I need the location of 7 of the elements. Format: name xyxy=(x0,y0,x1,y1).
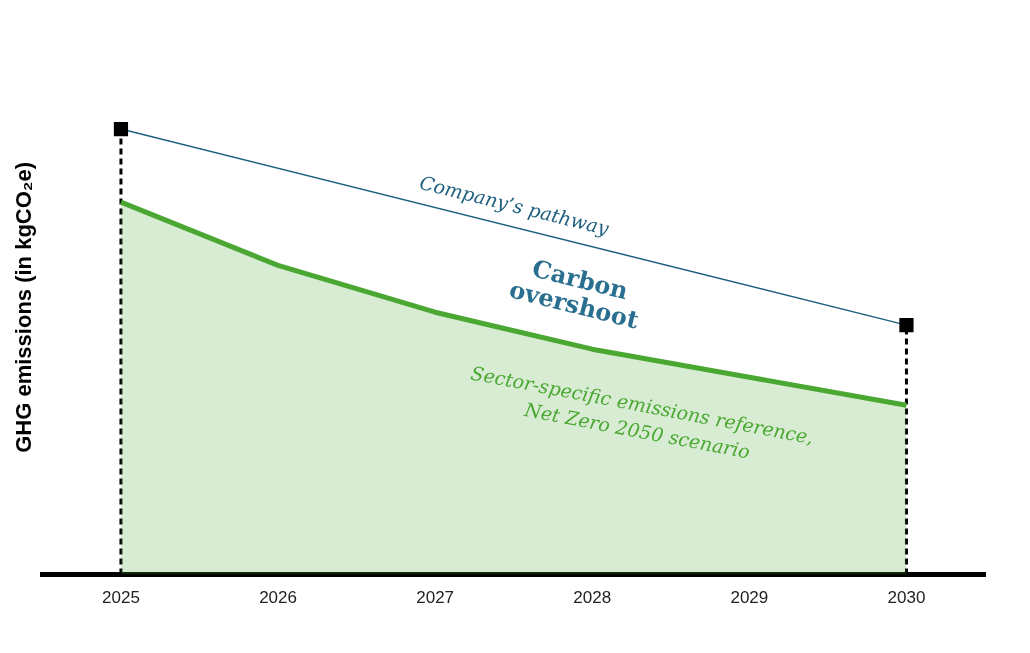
x-tick-label: 2029 xyxy=(730,588,769,608)
x-tick-label: 2030 xyxy=(887,588,926,608)
x-tick-label: 2026 xyxy=(259,588,297,608)
x-tick-label: 2025 xyxy=(102,588,140,608)
x-tick-label: 2028 xyxy=(573,588,612,608)
x-tick-label: 2027 xyxy=(416,588,455,608)
y-axis-title: GHG emissions (in kgCO₂e) xyxy=(11,161,37,453)
